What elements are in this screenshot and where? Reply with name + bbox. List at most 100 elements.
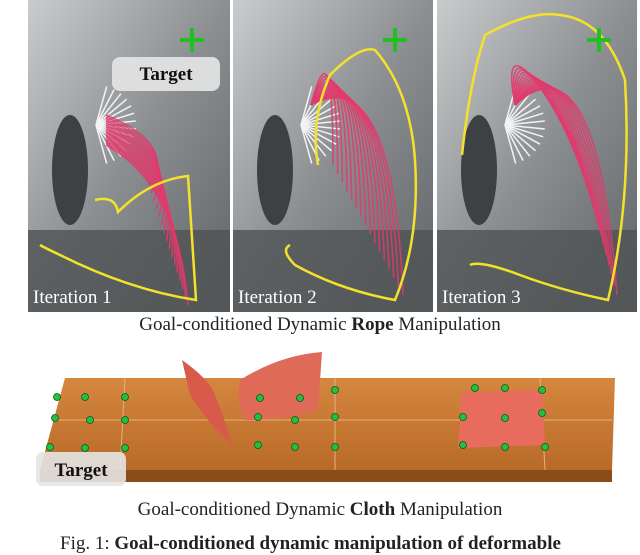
- cloth-caption: Goal-conditioned Dynamic Cloth Manipulat…: [0, 499, 640, 521]
- rope-trajectory: [105, 144, 189, 306]
- goal-point: [538, 409, 546, 417]
- target-label: Target: [139, 64, 193, 85]
- rope-trajectory: [514, 78, 597, 216]
- caption-bold: Rope: [351, 314, 394, 335]
- rope-start: [95, 105, 132, 126]
- goal-point: [296, 394, 304, 402]
- rope-trajectory: [310, 89, 376, 244]
- rope-trajectory: [514, 80, 602, 236]
- rope-start: [504, 124, 531, 157]
- caption-bold: Goal-conditioned dynamic manipulation of…: [114, 533, 561, 554]
- rope-trajectory: [310, 92, 386, 261]
- rope-start: [300, 124, 313, 164]
- goal-point: [86, 416, 94, 424]
- goal-point: [254, 413, 262, 421]
- rope-panel: Iteration 1: [28, 0, 230, 312]
- rope-start: [95, 86, 108, 126]
- robot: [461, 115, 497, 225]
- rope-trajectory: [514, 84, 610, 266]
- goal-point: [121, 444, 129, 452]
- rope-start: [95, 124, 115, 161]
- rope-trajectory: [514, 85, 613, 276]
- goal-point: [459, 413, 467, 421]
- rope-trajectory: [105, 124, 166, 226]
- panel-label: Iteration 2: [238, 287, 317, 308]
- final-rope: [284, 48, 418, 302]
- rope-trajectory: [105, 140, 184, 290]
- goal-point: [81, 444, 89, 452]
- rope-trajectory: [105, 138, 181, 282]
- rope-start: [504, 124, 545, 130]
- goal-point: [46, 443, 54, 451]
- goal-point: [331, 386, 339, 394]
- goal-point: [121, 416, 129, 424]
- goal-point: [291, 443, 299, 451]
- final-rope: [39, 174, 198, 302]
- goal-point: [331, 413, 339, 421]
- goal-point: [53, 393, 61, 401]
- rope-start: [95, 98, 128, 126]
- goal-point: [501, 443, 509, 451]
- rope-start: [504, 124, 517, 164]
- goal-point: [254, 441, 262, 449]
- rope-panels: Iteration 1 Iteration 2 Iteration 3: [28, 0, 637, 312]
- goal-point: [51, 414, 59, 422]
- rope-start: [504, 105, 541, 126]
- goal-point: [501, 414, 509, 422]
- rope-trajectory: [105, 132, 174, 258]
- panel-label: Iteration 1: [33, 287, 112, 308]
- rope-start: [95, 93, 122, 126]
- final-rope: [460, 13, 628, 302]
- rope-start: [95, 124, 108, 164]
- rope-start: [504, 120, 545, 126]
- caption-label: Fig. 1:: [60, 533, 110, 554]
- rope-start: [300, 124, 341, 130]
- board-edge: [40, 470, 612, 482]
- rope-trajectory: [310, 93, 390, 270]
- caption-text: Goal-conditioned Dynamic: [139, 314, 352, 335]
- goal-point: [256, 394, 264, 402]
- rope-start: [300, 124, 337, 145]
- rope-trajectory: [310, 96, 404, 296]
- rope-trajectory: [514, 87, 618, 296]
- rope-start: [95, 89, 115, 126]
- goal-marker: [587, 28, 611, 52]
- rope-start: [300, 120, 341, 126]
- robot: [52, 115, 88, 225]
- caption-bold: Cloth: [349, 499, 396, 520]
- goal-point: [291, 416, 299, 424]
- panel-label: Iteration 3: [442, 287, 521, 308]
- cloth-1: [182, 360, 232, 445]
- rope-panel: Iteration 3: [437, 0, 637, 312]
- rope-trajectory: [514, 82, 605, 246]
- caption-text: Goal-conditioned Dynamic: [137, 499, 350, 520]
- rope-start: [504, 93, 531, 126]
- rope-trajectory: [105, 134, 176, 266]
- rope-start: [504, 124, 541, 145]
- rope-trajectory: [105, 128, 169, 242]
- rope-trajectory: [514, 79, 600, 226]
- rope-trajectory: [310, 91, 381, 252]
- target-badge: [36, 452, 126, 486]
- rope-start: [504, 98, 537, 126]
- rope-start: [300, 98, 333, 126]
- caption-text: Manipulation: [395, 499, 503, 520]
- rope-start: [504, 112, 544, 126]
- goal-point: [121, 393, 129, 401]
- rope-start: [504, 124, 537, 152]
- target-label: Target: [54, 460, 108, 481]
- rope-trajectory: [514, 83, 608, 256]
- goal-marker: [383, 28, 407, 52]
- rope-start: [504, 124, 524, 161]
- goal-point: [541, 443, 549, 451]
- robot: [257, 115, 293, 225]
- goal-point: [459, 441, 467, 449]
- caption-text: Manipulation: [393, 314, 501, 335]
- rope-trajectory: [105, 136, 179, 274]
- goal-point: [331, 443, 339, 451]
- goal-point: [538, 386, 546, 394]
- grid-lines: [55, 377, 612, 471]
- rope-trajectory: [105, 130, 171, 250]
